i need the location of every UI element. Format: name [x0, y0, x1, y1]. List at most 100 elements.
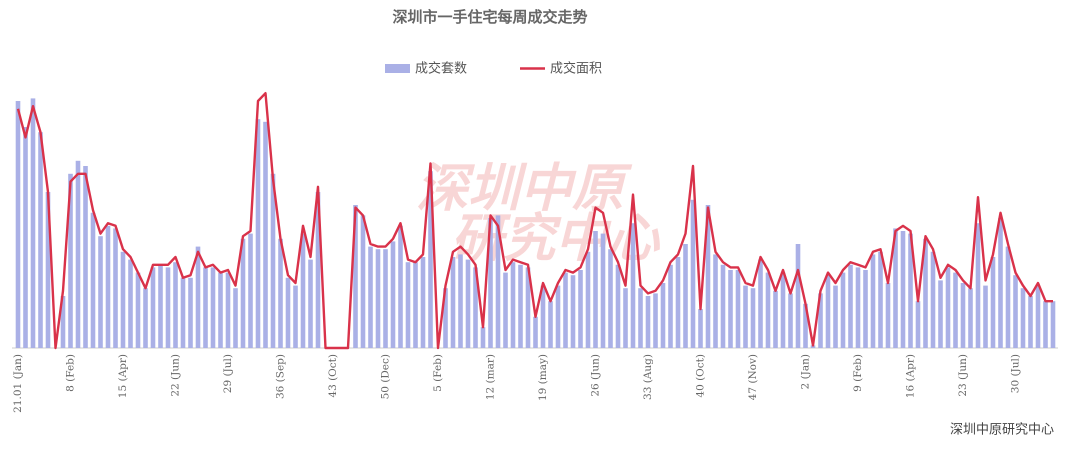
- bar: [180, 277, 186, 348]
- bar: [833, 285, 838, 348]
- bar: [375, 249, 381, 348]
- bar: [218, 272, 223, 348]
- bar: [398, 225, 403, 348]
- bar: [495, 215, 501, 348]
- bar: [473, 267, 478, 348]
- bar: [923, 238, 928, 348]
- x-tick-label: 26 (Jun): [590, 354, 602, 397]
- bar: [135, 272, 141, 348]
- bar: [368, 246, 373, 348]
- bar: [638, 288, 643, 348]
- x-tick-label: 23 (Jun): [957, 354, 969, 397]
- bar: [30, 98, 36, 349]
- x-tick-label: 30 (Jul): [1010, 354, 1022, 393]
- bar: [668, 264, 673, 348]
- bar: [1035, 285, 1041, 348]
- bar: [608, 249, 613, 348]
- bar: [405, 262, 411, 348]
- bar: [983, 285, 988, 348]
- bar: [968, 288, 973, 348]
- bar: [915, 301, 921, 348]
- bar: [390, 241, 396, 348]
- bar: [975, 223, 981, 348]
- bar: [773, 290, 778, 348]
- x-tick-label: 9 (Feb): [852, 354, 864, 392]
- bar: [1013, 275, 1018, 348]
- bar: [188, 277, 193, 348]
- bar: [878, 251, 883, 348]
- bar: [683, 244, 688, 348]
- bar: [863, 270, 868, 348]
- bar: [555, 285, 561, 348]
- bar: [225, 272, 231, 348]
- bar: [900, 231, 906, 348]
- bar: [795, 244, 801, 348]
- chart-title: 深圳市一手住宅每周成交走势: [392, 8, 587, 26]
- bar: [653, 293, 658, 348]
- bar: [705, 205, 711, 348]
- bar: [98, 236, 103, 348]
- x-tick-label: 2 (Jan): [800, 354, 812, 389]
- bar: [825, 275, 831, 348]
- bar: [855, 267, 861, 348]
- x-tick-label: 22 (Jun): [170, 354, 182, 397]
- bar: [285, 277, 291, 348]
- bar: [503, 272, 508, 348]
- bar: [195, 246, 201, 348]
- x-tick-label: 8 (Feb): [65, 354, 77, 392]
- bar: [45, 192, 51, 348]
- legend-label: 成交套数: [415, 61, 467, 77]
- bar: [765, 272, 771, 348]
- bar: [750, 288, 756, 348]
- bar: [293, 285, 298, 348]
- bar: [270, 173, 276, 348]
- bar: [1020, 288, 1026, 348]
- x-tick-label: 33 (Aug): [642, 354, 654, 400]
- watermark: 研究中心: [451, 209, 661, 269]
- bar: [810, 345, 816, 348]
- bar: [308, 259, 313, 348]
- bar: [930, 251, 936, 348]
- x-tick-label: 40 (Oct): [695, 354, 707, 398]
- bar: [645, 296, 651, 348]
- bar: [60, 296, 66, 348]
- bar: [353, 205, 358, 348]
- bar: [315, 192, 321, 348]
- x-tick-label: 15 (Apr): [117, 354, 129, 398]
- bar: [1050, 301, 1056, 348]
- bar: [203, 267, 208, 348]
- bar: [525, 267, 531, 348]
- x-tick-label: 19 (may): [537, 354, 549, 401]
- bar: [488, 218, 493, 348]
- bar: [360, 215, 366, 348]
- x-tick-label: 21.01 (Jan): [12, 354, 24, 413]
- x-tick-label: 43 (Oct): [327, 354, 339, 398]
- x-tick-label: 50 (Dec): [380, 354, 392, 399]
- bar: [210, 267, 216, 348]
- bar: [465, 259, 471, 348]
- bar: [780, 272, 786, 348]
- bar: [953, 272, 958, 348]
- bar: [533, 316, 538, 348]
- bar: [990, 257, 996, 348]
- x-tick-label: 16 (Apr): [905, 354, 917, 398]
- bar: [593, 231, 598, 348]
- bar: [660, 283, 666, 348]
- bar: [945, 267, 951, 348]
- bar: [998, 218, 1003, 348]
- bar: [728, 270, 733, 348]
- bar: [83, 166, 88, 348]
- bar: [818, 293, 823, 348]
- bar: [420, 257, 426, 348]
- bar: [1043, 301, 1048, 348]
- x-tick-label: 12 (mar): [485, 354, 497, 400]
- legend-label: 成交面积: [550, 61, 602, 77]
- bar: [840, 272, 846, 348]
- bar: [255, 119, 261, 348]
- bar: [870, 254, 876, 348]
- bar: [1005, 246, 1011, 348]
- bar: [758, 259, 763, 348]
- line: [16, 92, 1053, 350]
- bar: [113, 228, 118, 348]
- bar: [158, 264, 163, 348]
